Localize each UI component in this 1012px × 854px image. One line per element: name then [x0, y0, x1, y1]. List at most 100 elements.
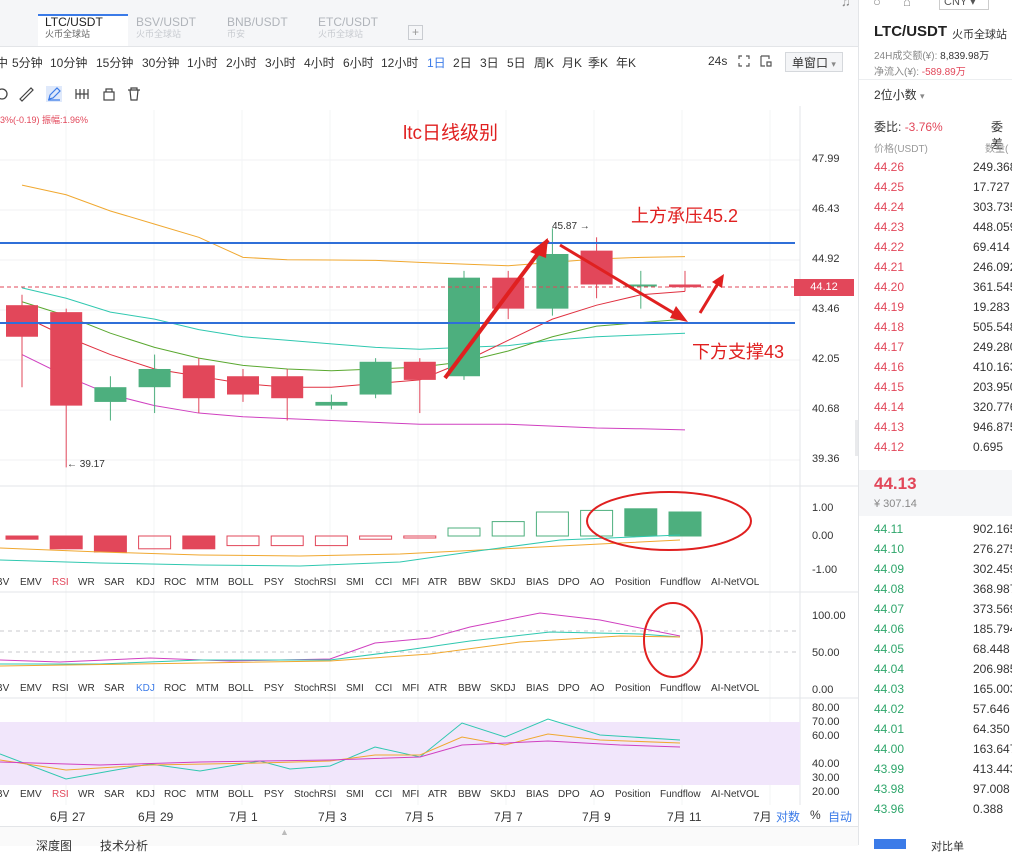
indicator-tab-kdj[interactable]: KDJ [136, 789, 155, 800]
indicator-tab-skdj[interactable]: SKDJ [490, 577, 516, 588]
currency-select[interactable]: CNY ▾ [939, 0, 989, 10]
indicator-tab-roc[interactable]: ROC [164, 789, 187, 800]
period-8[interactable]: 4小时 [304, 56, 335, 70]
indicator-tab-sar[interactable]: SAR [104, 789, 125, 800]
period-5[interactable]: 1小时 [187, 56, 218, 70]
period-12[interactable]: 2日 [453, 56, 472, 70]
auto-scale-toggle[interactable]: 自动 [828, 810, 853, 824]
indicator-tab-bbw[interactable]: BBW [458, 789, 481, 800]
indicator-tab-kdj[interactable]: KDJ [136, 577, 155, 588]
indicator-tab-bv[interactable]: BV [0, 789, 10, 800]
indicator-tab-bbw[interactable]: BBW [458, 683, 481, 694]
indicator-tab-ao[interactable]: AO [590, 577, 605, 588]
pen-icon[interactable] [46, 86, 62, 102]
bid-row[interactable]: 44.10 276.275 [859, 542, 1012, 562]
measure-icon[interactable] [74, 86, 90, 102]
ask-row[interactable]: 44.13 946.875 [859, 420, 1012, 440]
indicator-tab-atr[interactable]: ATR [428, 683, 448, 694]
indicator-tab-stochrsi[interactable]: StochRSI [294, 577, 337, 588]
bid-row[interactable]: 44.08 368.987 [859, 582, 1012, 602]
period-14[interactable]: 5日 [507, 56, 526, 70]
ask-row[interactable]: 44.14 320.776 [859, 400, 1012, 420]
indicator-tab-boll[interactable]: BOLL [228, 683, 254, 694]
period-11[interactable]: 1日 [427, 56, 446, 70]
bid-row[interactable]: 43.99 413.443 [859, 762, 1012, 782]
indicator-tab-ai-netvol[interactable]: AI-NetVOL [711, 577, 760, 588]
ruler-icon[interactable] [18, 86, 34, 102]
bid-row[interactable]: 44.07 373.569 [859, 602, 1012, 622]
bid-row[interactable]: 44.05 68.448 [859, 642, 1012, 662]
indicator-tab-atr[interactable]: ATR [428, 789, 448, 800]
indicator-tab-fundflow[interactable]: Fundflow [660, 577, 701, 588]
ask-row[interactable]: 44.23 448.059 [859, 220, 1012, 240]
indicator-tab-skdj[interactable]: SKDJ [490, 789, 516, 800]
bell-icon[interactable]: ♫ [841, 0, 851, 9]
indicator-tab-bias[interactable]: BIAS [526, 683, 549, 694]
indicator-tab-bv[interactable]: BV [0, 577, 10, 588]
tab-bsv-usdt[interactable]: BSV/USDT 火币全球站 [136, 16, 226, 46]
technical-analysis-tab[interactable]: 技术分析 [100, 839, 149, 853]
ask-row[interactable]: 44.25 17.727 [859, 180, 1012, 200]
bid-row[interactable]: 43.96 0.388 [859, 802, 1012, 822]
indicator-tab-fundflow[interactable]: Fundflow [660, 789, 701, 800]
magnet-icon[interactable] [0, 86, 12, 102]
period-4[interactable]: 30分钟 [142, 56, 180, 70]
percent-toggle[interactable]: % [810, 808, 821, 822]
ask-row[interactable]: 44.21 246.092 [859, 260, 1012, 280]
period-15[interactable]: 周K [534, 56, 555, 70]
ask-row[interactable]: 44.17 249.280 [859, 340, 1012, 360]
ask-row[interactable]: 44.12 0.695 [859, 440, 1012, 460]
indicator-tab-ao[interactable]: AO [590, 683, 605, 694]
tab-etc-usdt[interactable]: ETC/USDT 火币全球站 [318, 16, 408, 46]
indicator-tab-rsi[interactable]: RSI [52, 577, 69, 588]
indicator-tab-boll[interactable]: BOLL [228, 789, 254, 800]
indicator-tab-mtm[interactable]: MTM [196, 683, 219, 694]
indicator-tab-bias[interactable]: BIAS [526, 789, 549, 800]
indicator-tab-mfi[interactable]: MFI [402, 577, 420, 588]
indicator-tab-bbw[interactable]: BBW [458, 577, 481, 588]
indicator-tab-atr[interactable]: ATR [428, 577, 448, 588]
period-10[interactable]: 12小时 [381, 56, 419, 70]
indicator-tab-boll[interactable]: BOLL [228, 577, 254, 588]
indicator-tab-psy[interactable]: PSY [264, 577, 285, 588]
bid-row[interactable]: 44.03 165.003 [859, 682, 1012, 702]
indicator-tab-rsi[interactable]: RSI [52, 683, 69, 694]
compare-button[interactable]: 对比单 [931, 841, 964, 853]
indicator-tab-fundflow[interactable]: Fundflow [660, 683, 701, 694]
period-18[interactable]: 年K [616, 56, 637, 70]
indicator-tab-mtm[interactable]: MTM [196, 577, 219, 588]
indicator-tab-ai-netvol[interactable]: AI-NetVOL [711, 683, 760, 694]
indicator-tab-mtm[interactable]: MTM [196, 789, 219, 800]
indicator-tab-kdj[interactable]: KDJ [136, 683, 155, 694]
lock-icon[interactable] [101, 86, 117, 102]
indicator-tab-ao[interactable]: AO [590, 789, 605, 800]
bid-row[interactable]: 44.00 163.647 [859, 742, 1012, 762]
ask-row[interactable]: 44.16 410.163 [859, 360, 1012, 380]
home-icon[interactable]: ⌂ [903, 0, 911, 9]
indicator-tab-wr[interactable]: WR [78, 577, 95, 588]
price-chart[interactable] [0, 106, 858, 826]
indicator-tab-emv[interactable]: EMV [20, 683, 42, 694]
indicator-tab-cci[interactable]: CCI [375, 683, 393, 694]
period-3[interactable]: 15分钟 [96, 56, 134, 70]
indicator-tab-bv[interactable]: BV [0, 683, 10, 694]
indicator-tab-mfi[interactable]: MFI [402, 683, 420, 694]
indicator-tab-wr[interactable]: WR [78, 683, 95, 694]
indicator-tab-dpo[interactable]: DPO [558, 577, 580, 588]
indicator-tab-smi[interactable]: SMI [346, 789, 364, 800]
indicator-tab-sar[interactable]: SAR [104, 577, 125, 588]
indicator-tab-roc[interactable]: ROC [164, 683, 187, 694]
indicator-tab-wr[interactable]: WR [78, 789, 95, 800]
indicator-tab-stochrsi[interactable]: StochRSI [294, 683, 337, 694]
indicator-tab-position[interactable]: Position [615, 789, 651, 800]
ask-row[interactable]: 44.22 69.414 [859, 240, 1012, 260]
period-9[interactable]: 6小时 [343, 56, 374, 70]
collapse-icon[interactable]: ▲ [280, 827, 289, 837]
bid-row[interactable]: 44.02 57.646 [859, 702, 1012, 722]
indicator-tab-emv[interactable]: EMV [20, 789, 42, 800]
ask-row[interactable]: 44.15 203.950 [859, 380, 1012, 400]
bid-row[interactable]: 44.11 902.165 [859, 522, 1012, 542]
bottom-tab-active[interactable] [874, 839, 906, 849]
bid-row[interactable]: 43.98 97.008 [859, 782, 1012, 802]
indicator-tab-skdj[interactable]: SKDJ [490, 683, 516, 694]
